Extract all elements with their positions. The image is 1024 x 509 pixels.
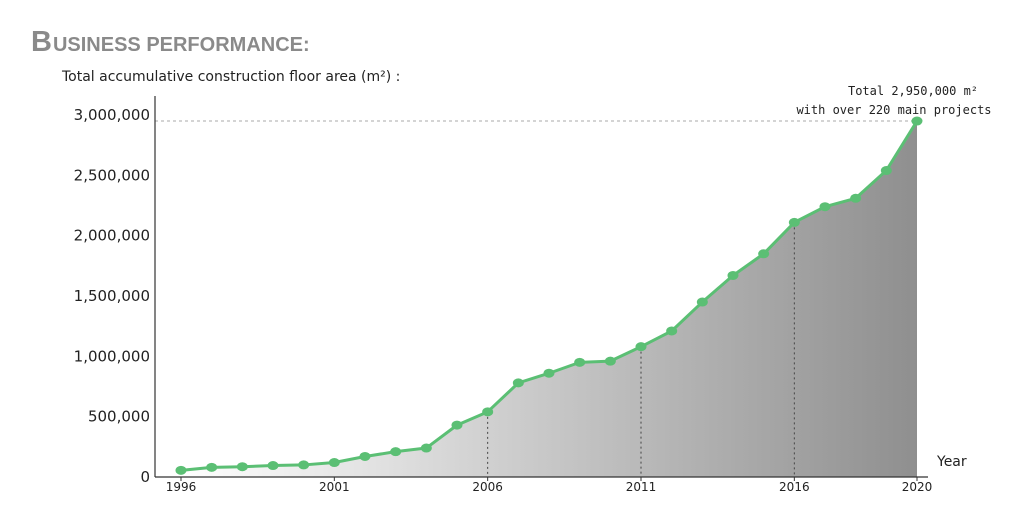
chart-subtitle: Total accumulative construction floor ar…	[61, 69, 400, 85]
page-title-initial: B	[31, 26, 52, 58]
data-point-2019	[880, 166, 892, 176]
area-fill	[181, 121, 917, 478]
y-tick-label: 2,000,000	[74, 227, 150, 245]
data-point-2006	[482, 407, 494, 417]
page-title-rest: USINESS PERFORMANCE:	[53, 34, 310, 56]
data-point-2011	[635, 342, 647, 352]
y-tick-label: 1,500,000	[74, 287, 150, 305]
data-point-2008	[543, 368, 555, 378]
data-point-2014	[727, 270, 739, 280]
data-point-2001	[328, 458, 340, 468]
y-ticks: 0 500,000 1,000,000 1,500,000 2,000,000 2,500…	[74, 106, 150, 486]
annotation-line-2: with over 220 main projects	[796, 103, 991, 117]
annotation-line-1: Total 2,950,000 m²	[848, 84, 978, 98]
y-tick-label: 3,000,000	[74, 106, 150, 124]
x-tick-label: 2006	[472, 480, 503, 494]
data-point-2009	[574, 357, 586, 367]
data-point-2013	[696, 297, 708, 307]
page-title: BUSINESS PERFORMANCE:	[31, 26, 310, 58]
data-point-2005	[451, 420, 463, 430]
reference-lines	[487, 222, 795, 477]
data-point-2015	[758, 249, 770, 259]
y-tick-label: 2,500,000	[74, 166, 150, 184]
data-point-2003	[390, 447, 402, 457]
x-tick-label: 2001	[319, 480, 350, 494]
data-points	[175, 116, 923, 475]
data-point-2002	[359, 451, 371, 461]
data-point-2016	[788, 217, 800, 227]
y-tick-label: 0	[140, 468, 150, 486]
data-point-2012	[666, 326, 678, 336]
data-point-1997	[206, 462, 218, 472]
x-axis-label: Year	[936, 454, 967, 470]
data-point-2000	[298, 460, 310, 470]
data-point-2018	[850, 193, 862, 203]
y-tick-label: 500,000	[88, 408, 150, 426]
data-point-1999	[267, 461, 279, 471]
y-tick-label: 1,000,000	[74, 347, 150, 365]
x-tick-label: 2020	[902, 480, 933, 494]
x-tick-label: 2016	[779, 480, 810, 494]
data-point-2004	[420, 443, 432, 453]
data-point-2017	[819, 202, 831, 212]
data-point-1998	[236, 462, 248, 472]
x-ticks: 1996 2001 2006 2011 2016 2020	[166, 477, 933, 494]
data-point-2007	[512, 378, 524, 388]
data-point-2010	[604, 356, 616, 366]
data-point-2020	[911, 116, 923, 126]
x-tick-label: 1996	[166, 480, 197, 494]
data-point-1996	[175, 465, 187, 475]
x-tick-label: 2011	[626, 480, 657, 494]
